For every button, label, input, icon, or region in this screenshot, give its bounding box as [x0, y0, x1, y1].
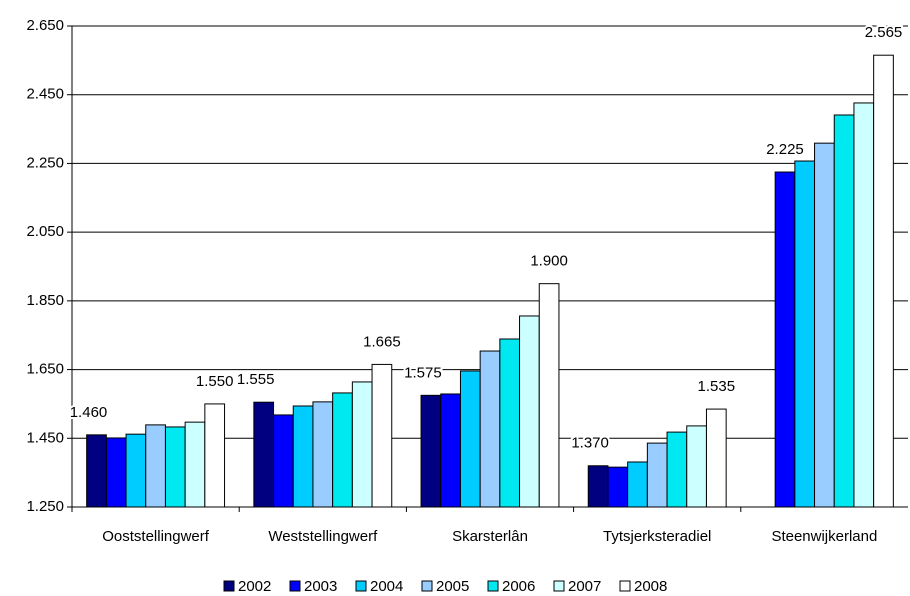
bar	[519, 315, 540, 508]
bar	[587, 465, 609, 508]
bar	[86, 434, 107, 508]
bar	[351, 381, 373, 508]
bar	[420, 394, 442, 508]
data-label: 1.550	[196, 373, 234, 390]
bar	[371, 363, 393, 508]
data-label: 1.535	[698, 378, 736, 395]
x-tick-label: Ooststellingwerf	[102, 528, 210, 545]
data-label: 1.460	[70, 404, 108, 421]
y-tick-label: 2.450	[26, 86, 64, 103]
bar	[499, 338, 521, 508]
bar	[292, 405, 314, 508]
legend-label: 2004	[370, 578, 403, 595]
data-label: 1.555	[237, 371, 275, 388]
legend-label: 2005	[436, 578, 469, 595]
bar	[705, 408, 727, 508]
legend-swatch	[421, 580, 433, 592]
bar	[145, 424, 166, 508]
y-tick-label: 2.250	[26, 154, 64, 171]
legend-label: 2006	[502, 578, 535, 595]
bar	[440, 393, 461, 508]
bar	[794, 160, 816, 508]
data-label: 1.370	[571, 435, 609, 452]
bar	[686, 425, 707, 508]
bar	[607, 466, 629, 508]
y-tick-label: 1.450	[26, 429, 64, 446]
legend-swatch	[487, 580, 499, 592]
y-tick-label: 1.650	[26, 361, 64, 378]
data-label: 2.565	[865, 24, 903, 41]
legend-swatch	[619, 580, 631, 592]
bar	[814, 142, 835, 508]
legend-swatch	[223, 580, 235, 592]
bar	[312, 401, 334, 508]
bar	[105, 437, 127, 508]
x-tick-label: Skarsterlân	[452, 528, 528, 545]
x-tick-label: Steenwijkerland	[771, 528, 877, 545]
bar	[253, 401, 275, 508]
data-label: 1.575	[404, 364, 442, 381]
legend-label: 2007	[568, 578, 601, 595]
y-tick-label: 2.050	[26, 223, 64, 240]
bar	[627, 461, 648, 508]
legend-swatch	[553, 580, 565, 592]
bar	[833, 114, 855, 508]
legend-label: 2008	[634, 578, 667, 595]
bar	[853, 102, 875, 508]
x-tick-label: Weststellingwerf	[268, 528, 378, 545]
bar	[164, 426, 186, 508]
y-tick-label: 1.850	[26, 292, 64, 309]
legend-swatch	[289, 580, 301, 592]
bar	[646, 442, 668, 508]
bar	[873, 54, 894, 508]
data-label: 2.225	[766, 141, 804, 158]
bar	[184, 421, 206, 508]
data-label: 1.665	[363, 333, 401, 350]
bar	[273, 414, 294, 508]
bar	[459, 370, 481, 508]
bar	[479, 350, 501, 508]
bar	[332, 392, 353, 508]
y-tick-label: 2.650	[26, 17, 64, 34]
bar	[125, 433, 147, 508]
legend-swatch	[355, 580, 367, 592]
data-label: 1.900	[530, 253, 568, 270]
legend-label: 2002	[238, 578, 271, 595]
bar	[204, 403, 226, 508]
x-tick-label: Tytsjerksteradiel	[603, 528, 711, 545]
bar	[538, 283, 560, 508]
legend-label: 2003	[304, 578, 337, 595]
bar	[666, 431, 688, 508]
bar	[774, 171, 796, 508]
y-tick-label: 1.250	[26, 498, 64, 515]
